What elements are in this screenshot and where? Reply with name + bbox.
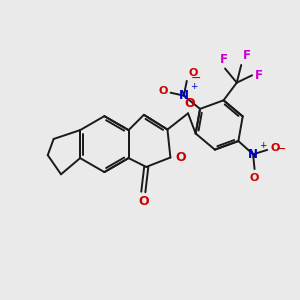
Text: O: O: [184, 98, 195, 110]
Text: F: F: [220, 53, 227, 66]
Text: N: N: [179, 89, 189, 102]
Text: O: O: [270, 143, 280, 153]
Text: F: F: [255, 69, 263, 82]
Text: O: O: [158, 86, 168, 96]
Text: −: −: [276, 143, 286, 156]
Text: O: O: [250, 172, 259, 183]
Text: +: +: [260, 141, 267, 150]
Text: +: +: [190, 82, 198, 91]
Text: O: O: [176, 151, 186, 164]
Text: N: N: [248, 148, 258, 161]
Text: O: O: [138, 196, 148, 208]
Text: O: O: [188, 68, 198, 78]
Text: −: −: [190, 72, 201, 85]
Text: F: F: [243, 49, 251, 62]
